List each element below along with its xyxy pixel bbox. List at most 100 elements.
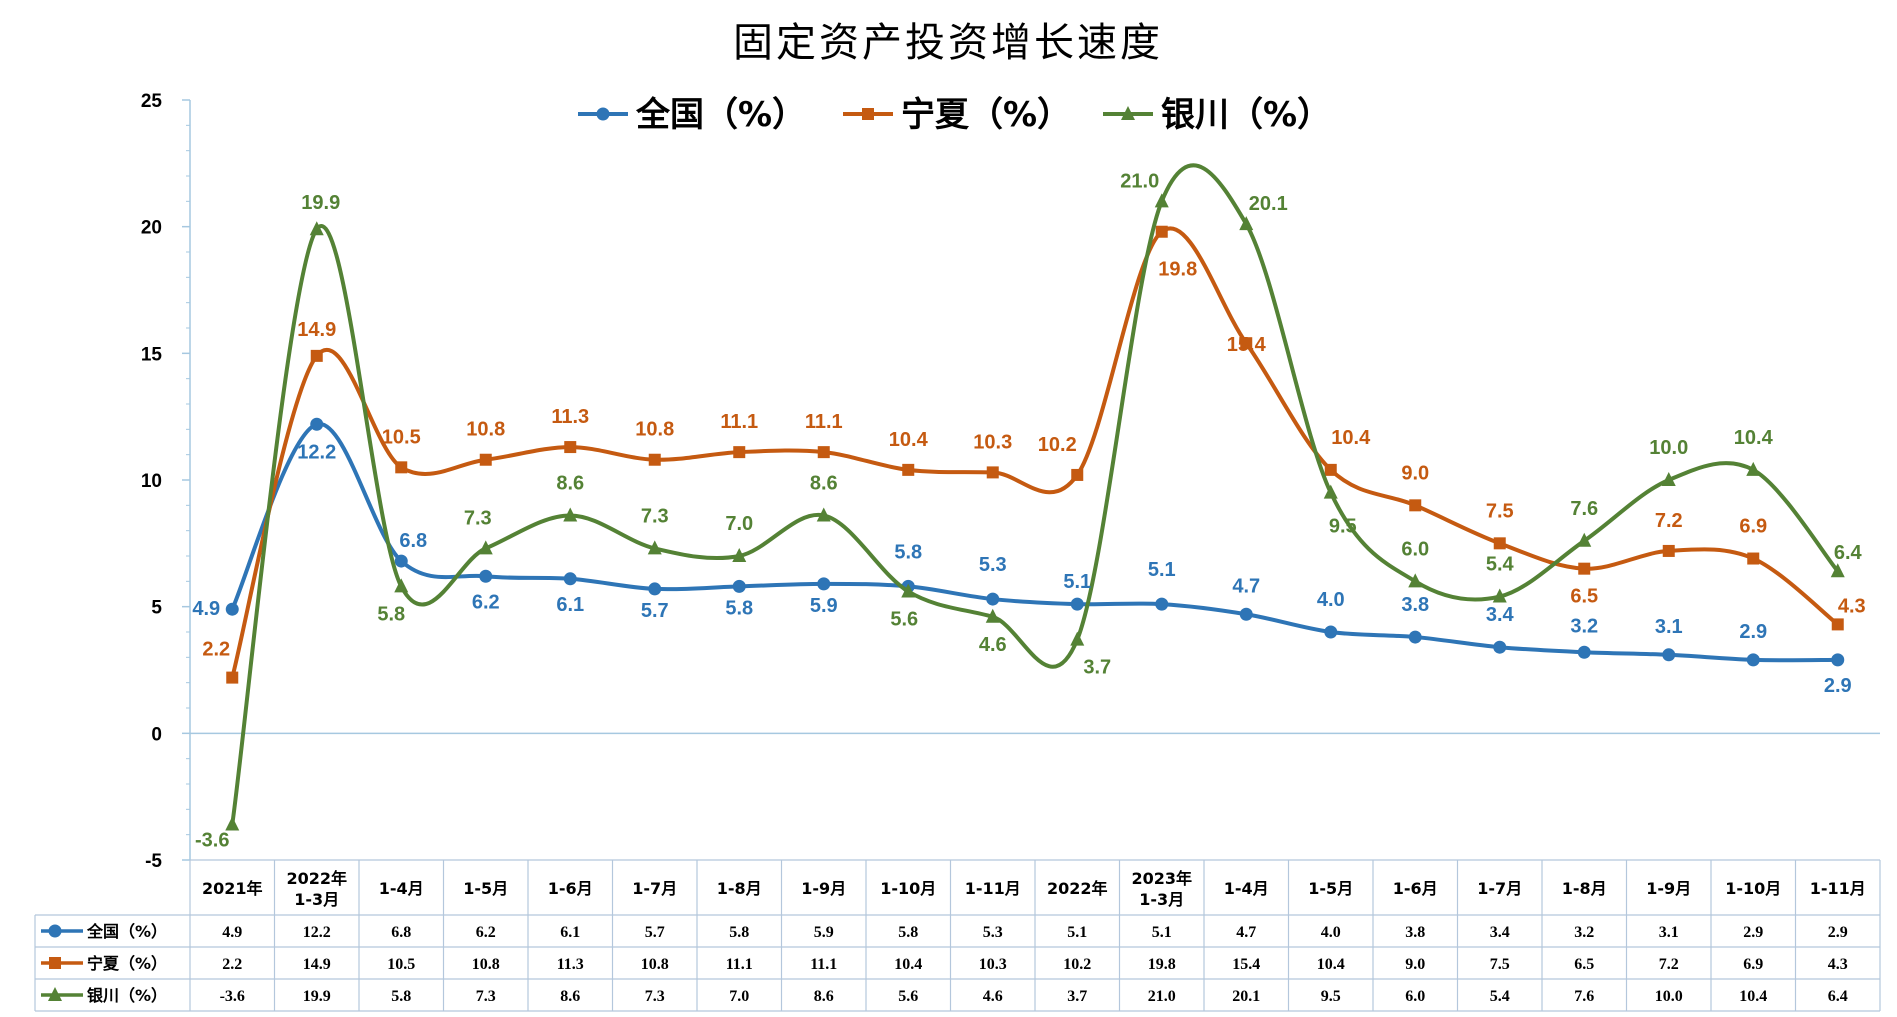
table-row-label: 全国（%） bbox=[86, 922, 167, 941]
data-label: 4.0 bbox=[1317, 589, 1345, 611]
data-label: 21.0 bbox=[1120, 170, 1159, 192]
table-header-cell: 1-9月 bbox=[1646, 879, 1691, 898]
table-cell: 6.0 bbox=[1405, 988, 1425, 1005]
table-header-cell: 1-5月 bbox=[1308, 879, 1353, 898]
series-marker bbox=[1831, 618, 1844, 631]
series-marker bbox=[1661, 472, 1676, 486]
data-label: 10.8 bbox=[466, 419, 505, 441]
table-cell: 6.8 bbox=[391, 924, 411, 941]
table-cell: 3.1 bbox=[1659, 924, 1679, 941]
table-cell: 3.4 bbox=[1490, 924, 1510, 941]
series-marker bbox=[648, 582, 662, 596]
data-label: 9.0 bbox=[1401, 462, 1429, 484]
series-marker bbox=[817, 577, 831, 591]
table-cell: 11.1 bbox=[810, 956, 837, 973]
series-marker bbox=[733, 446, 746, 459]
table-legend-marker bbox=[48, 987, 62, 1001]
table-header-cell: 1-7月 bbox=[632, 879, 677, 898]
table-cell: 7.3 bbox=[645, 988, 665, 1005]
table-header-cell: 2023年 1-3月 bbox=[1131, 869, 1192, 909]
y-tick-label: -5 bbox=[145, 851, 162, 872]
table-cell: 6.5 bbox=[1574, 956, 1594, 973]
data-label: 10.5 bbox=[382, 426, 421, 448]
table-cell: 7.3 bbox=[476, 988, 496, 1005]
series-marker bbox=[1323, 484, 1338, 499]
series-marker bbox=[226, 671, 239, 684]
table-header-cell: 1-10月 bbox=[1725, 879, 1781, 898]
series-marker bbox=[310, 417, 324, 431]
data-label: 10.8 bbox=[635, 419, 674, 441]
table-cell: 10.3 bbox=[979, 956, 1007, 973]
table-cell: 2.9 bbox=[1828, 924, 1848, 941]
data-label: -3.6 bbox=[195, 830, 229, 852]
table-cell: 9.5 bbox=[1321, 988, 1341, 1005]
series-marker bbox=[563, 507, 578, 522]
series-marker bbox=[1408, 573, 1423, 588]
table-cell: 3.2 bbox=[1574, 924, 1594, 941]
series-marker bbox=[817, 446, 830, 459]
data-label: 11.3 bbox=[551, 406, 589, 428]
table-cell: 5.1 bbox=[1067, 924, 1087, 941]
data-label: 14.9 bbox=[297, 319, 336, 341]
data-label: 5.8 bbox=[725, 597, 753, 619]
data-label: 2.9 bbox=[1739, 621, 1767, 643]
table-cell: 5.4 bbox=[1490, 988, 1510, 1005]
data-label: 2.2 bbox=[202, 639, 230, 661]
data-label: 15.4 bbox=[1227, 334, 1267, 356]
data-label: 7.3 bbox=[641, 505, 669, 527]
series-marker bbox=[1662, 544, 1675, 557]
data-label: 6.4 bbox=[1834, 542, 1863, 564]
table-cell: 8.6 bbox=[560, 988, 580, 1005]
table-header-cell: 1-10月 bbox=[880, 879, 936, 898]
data-label: 7.6 bbox=[1570, 498, 1598, 520]
table-legend-marker bbox=[49, 957, 61, 969]
table-cell: 11.3 bbox=[557, 956, 584, 973]
legend-marker bbox=[596, 107, 610, 121]
table-cell: 6.2 bbox=[476, 924, 496, 941]
data-label: 5.9 bbox=[810, 595, 838, 617]
series-marker bbox=[309, 221, 324, 236]
table-row: 银川（%） -3.6 19.9 5.8 7.3 8.6 7.3 7.0 8.6 5.6 4.6 3.7… bbox=[41, 986, 1848, 1005]
data-label: 5.3 bbox=[979, 554, 1007, 576]
series-marker bbox=[901, 583, 916, 598]
series-marker bbox=[1578, 562, 1591, 575]
y-tick-label: 5 bbox=[151, 598, 162, 619]
data-label: 8.6 bbox=[556, 472, 584, 494]
table-cell: 5.8 bbox=[391, 988, 411, 1005]
series-marker bbox=[478, 540, 493, 555]
data-label: 7.0 bbox=[725, 513, 753, 535]
table-cell: 10.4 bbox=[1739, 988, 1767, 1005]
table-cell: 14.9 bbox=[303, 956, 331, 973]
series-marker bbox=[1577, 645, 1591, 659]
data-label: 2.9 bbox=[1824, 675, 1852, 697]
series-marker bbox=[647, 540, 662, 555]
series-marker bbox=[563, 572, 577, 586]
series-marker bbox=[1239, 216, 1254, 231]
data-label: 6.9 bbox=[1739, 516, 1767, 538]
series-marker bbox=[1747, 552, 1760, 565]
table-cell: 5.6 bbox=[898, 988, 918, 1005]
table-cell: 10.2 bbox=[1063, 956, 1091, 973]
data-label: 9.5 bbox=[1329, 516, 1357, 538]
legend: 全国（%） 宁夏（%） 银川（%） bbox=[578, 95, 1331, 135]
data-label: 7.5 bbox=[1486, 500, 1514, 522]
table-row-label: 银川（%） bbox=[87, 986, 167, 1005]
series-marker bbox=[1240, 337, 1253, 350]
data-label: 3.1 bbox=[1655, 616, 1683, 638]
series-marker bbox=[1830, 563, 1845, 578]
data-label: 4.3 bbox=[1838, 595, 1866, 617]
y-tick-label: 10 bbox=[141, 471, 162, 492]
table-cell: 7.5 bbox=[1490, 956, 1510, 973]
table-header-cell: 1-7月 bbox=[1477, 879, 1522, 898]
series-1 bbox=[226, 225, 1844, 684]
table-cell: 9.0 bbox=[1405, 956, 1425, 973]
table-cell: 20.1 bbox=[1232, 988, 1260, 1005]
table-cell: 6.9 bbox=[1743, 956, 1763, 973]
table-header-cell: 2021年 bbox=[202, 879, 263, 898]
data-label: 5.7 bbox=[641, 600, 669, 622]
series-marker bbox=[1746, 461, 1761, 476]
series-marker bbox=[1155, 225, 1168, 238]
series-marker bbox=[479, 453, 492, 466]
legend-item: 全国（%） bbox=[578, 95, 806, 135]
